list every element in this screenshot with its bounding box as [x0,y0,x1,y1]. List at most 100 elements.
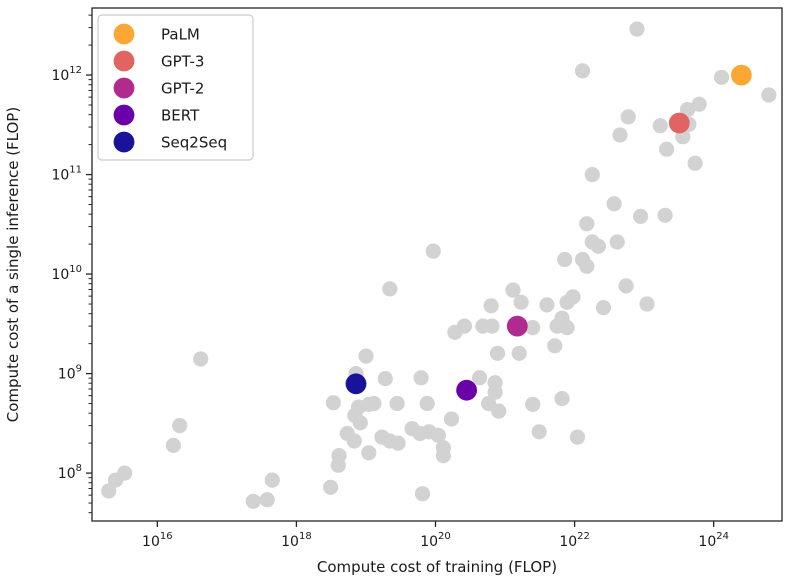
x-axis-label: Compute cost of training (FLOP) [317,558,557,576]
y-tick-label: 108 [58,463,82,482]
data-point-other-models [165,437,181,453]
data-point-gpt-2 [506,315,528,337]
data-point-bert [456,379,477,401]
data-point-other-models [525,396,541,412]
data-point-gpt-3 [668,112,690,134]
data-point-other-models [659,141,675,157]
data-point-other-models [487,384,503,400]
data-point-other-models [443,411,460,427]
data-point-other-models [107,472,124,488]
data-point-other-models [559,294,575,310]
data-point-other-models [447,324,463,340]
plot-frame [91,7,783,522]
data-point-other-models [687,155,703,171]
data-point-other-models [245,493,261,509]
legend-swatch-gpt-3 [113,50,135,72]
data-point-other-models [579,216,595,232]
data-point-other-models [382,281,398,297]
legend-swatch-gpt-2 [113,77,135,99]
data-point-other-models [425,243,441,259]
data-point-other-models [657,207,673,223]
data-point-seq2seq [345,373,367,395]
data-point-other-models [483,298,499,314]
data-point-other-models [590,238,607,254]
data-point-other-models [366,395,382,412]
data-point-other-models [489,345,506,361]
data-point-other-models [652,118,668,134]
legend-label-palm: PaLM [161,26,200,44]
x-tick-label: 1022 [559,531,590,550]
data-point-other-models [595,300,612,316]
data-point-other-models [612,127,628,143]
y-tick-label: 109 [58,364,82,383]
data-point-other-models [584,167,600,183]
legend-box [97,14,254,161]
data-point-other-models [606,196,622,212]
x-tick-label: 1018 [281,531,312,550]
data-point-other-models [618,278,634,294]
legend-swatch-seq2seq [113,131,135,153]
data-point-other-models [620,109,636,125]
data-point-other-models [358,348,374,364]
data-point-other-models [389,395,405,412]
legend-swatch-palm [113,23,135,45]
data-point-other-models [579,258,595,274]
y-axis-label: Compute cost of a single inference (FLOP… [4,107,22,422]
y-tick-label: 1012 [51,65,82,84]
legend-label-gpt-2: GPT-2 [161,80,204,98]
legend-item-bert: BERT [113,104,200,126]
data-point-other-models [714,69,730,85]
legend-label-seq2seq: Seq2Seq [161,134,227,152]
data-point-other-models [539,297,555,313]
data-point-other-models [435,448,451,464]
data-point-other-models [323,479,339,495]
data-point-other-models [491,403,507,419]
data-point-other-models [511,345,527,361]
data-point-other-models [639,296,655,312]
x-tick-label: 1020 [420,531,451,550]
y-tick-label: 1011 [51,165,82,184]
data-point-other-models [346,433,362,449]
legend-swatch-bert [113,104,135,126]
data-point-other-models [484,318,500,334]
data-point-other-models [505,282,521,298]
data-point-other-models [352,415,368,431]
data-point-other-models [633,208,649,224]
data-point-other-models [525,320,541,336]
data-point-other-models [629,21,645,37]
data-point-other-models [679,102,696,118]
data-point-other-models [330,457,346,473]
legend-label-bert: BERT [161,107,200,125]
x-tick-label: 1024 [698,531,729,550]
data-point-other-models [361,445,377,461]
data-point-other-models [761,87,777,103]
data-point-other-models [259,492,275,508]
data-point-other-models [264,472,280,488]
data-point-other-models [513,294,529,310]
data-point-other-models [325,395,341,411]
data-point-other-models [377,371,393,387]
data-point-other-models [413,370,429,386]
data-point-other-models [557,251,573,268]
data-point-other-models [101,483,117,499]
data-point-other-models [574,63,591,79]
data-point-other-models [390,435,406,451]
data-point-other-models [472,370,488,386]
legend: PaLM GPT-3 GPT-2 BERT Seq2Seq [97,14,254,161]
data-point-other-models [569,429,586,445]
data-point-other-models [554,391,570,407]
data-point-other-models [430,427,446,443]
data-point-other-models [193,351,209,367]
x-tick-label: 1016 [142,531,173,550]
data-point-other-models [172,418,188,434]
legend-item-gpt-2: GPT-2 [113,77,204,99]
data-point-other-models [691,96,707,112]
legend-item-gpt-3: GPT-3 [113,50,204,72]
data-point-other-models [609,234,625,250]
legend-label-gpt-3: GPT-3 [161,53,204,71]
points-layer [101,21,777,509]
legend-item-seq2seq: Seq2Seq [113,131,227,153]
data-point-palm [731,64,752,86]
